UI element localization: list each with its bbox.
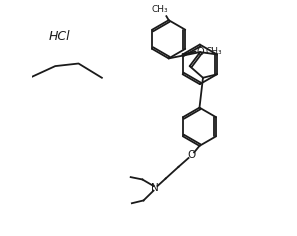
- Text: N: N: [151, 183, 159, 193]
- Text: O: O: [196, 47, 204, 57]
- Text: CH₃: CH₃: [151, 5, 168, 14]
- Text: HCl: HCl: [49, 30, 71, 43]
- Text: O: O: [187, 150, 195, 160]
- Text: CH₃: CH₃: [205, 47, 222, 56]
